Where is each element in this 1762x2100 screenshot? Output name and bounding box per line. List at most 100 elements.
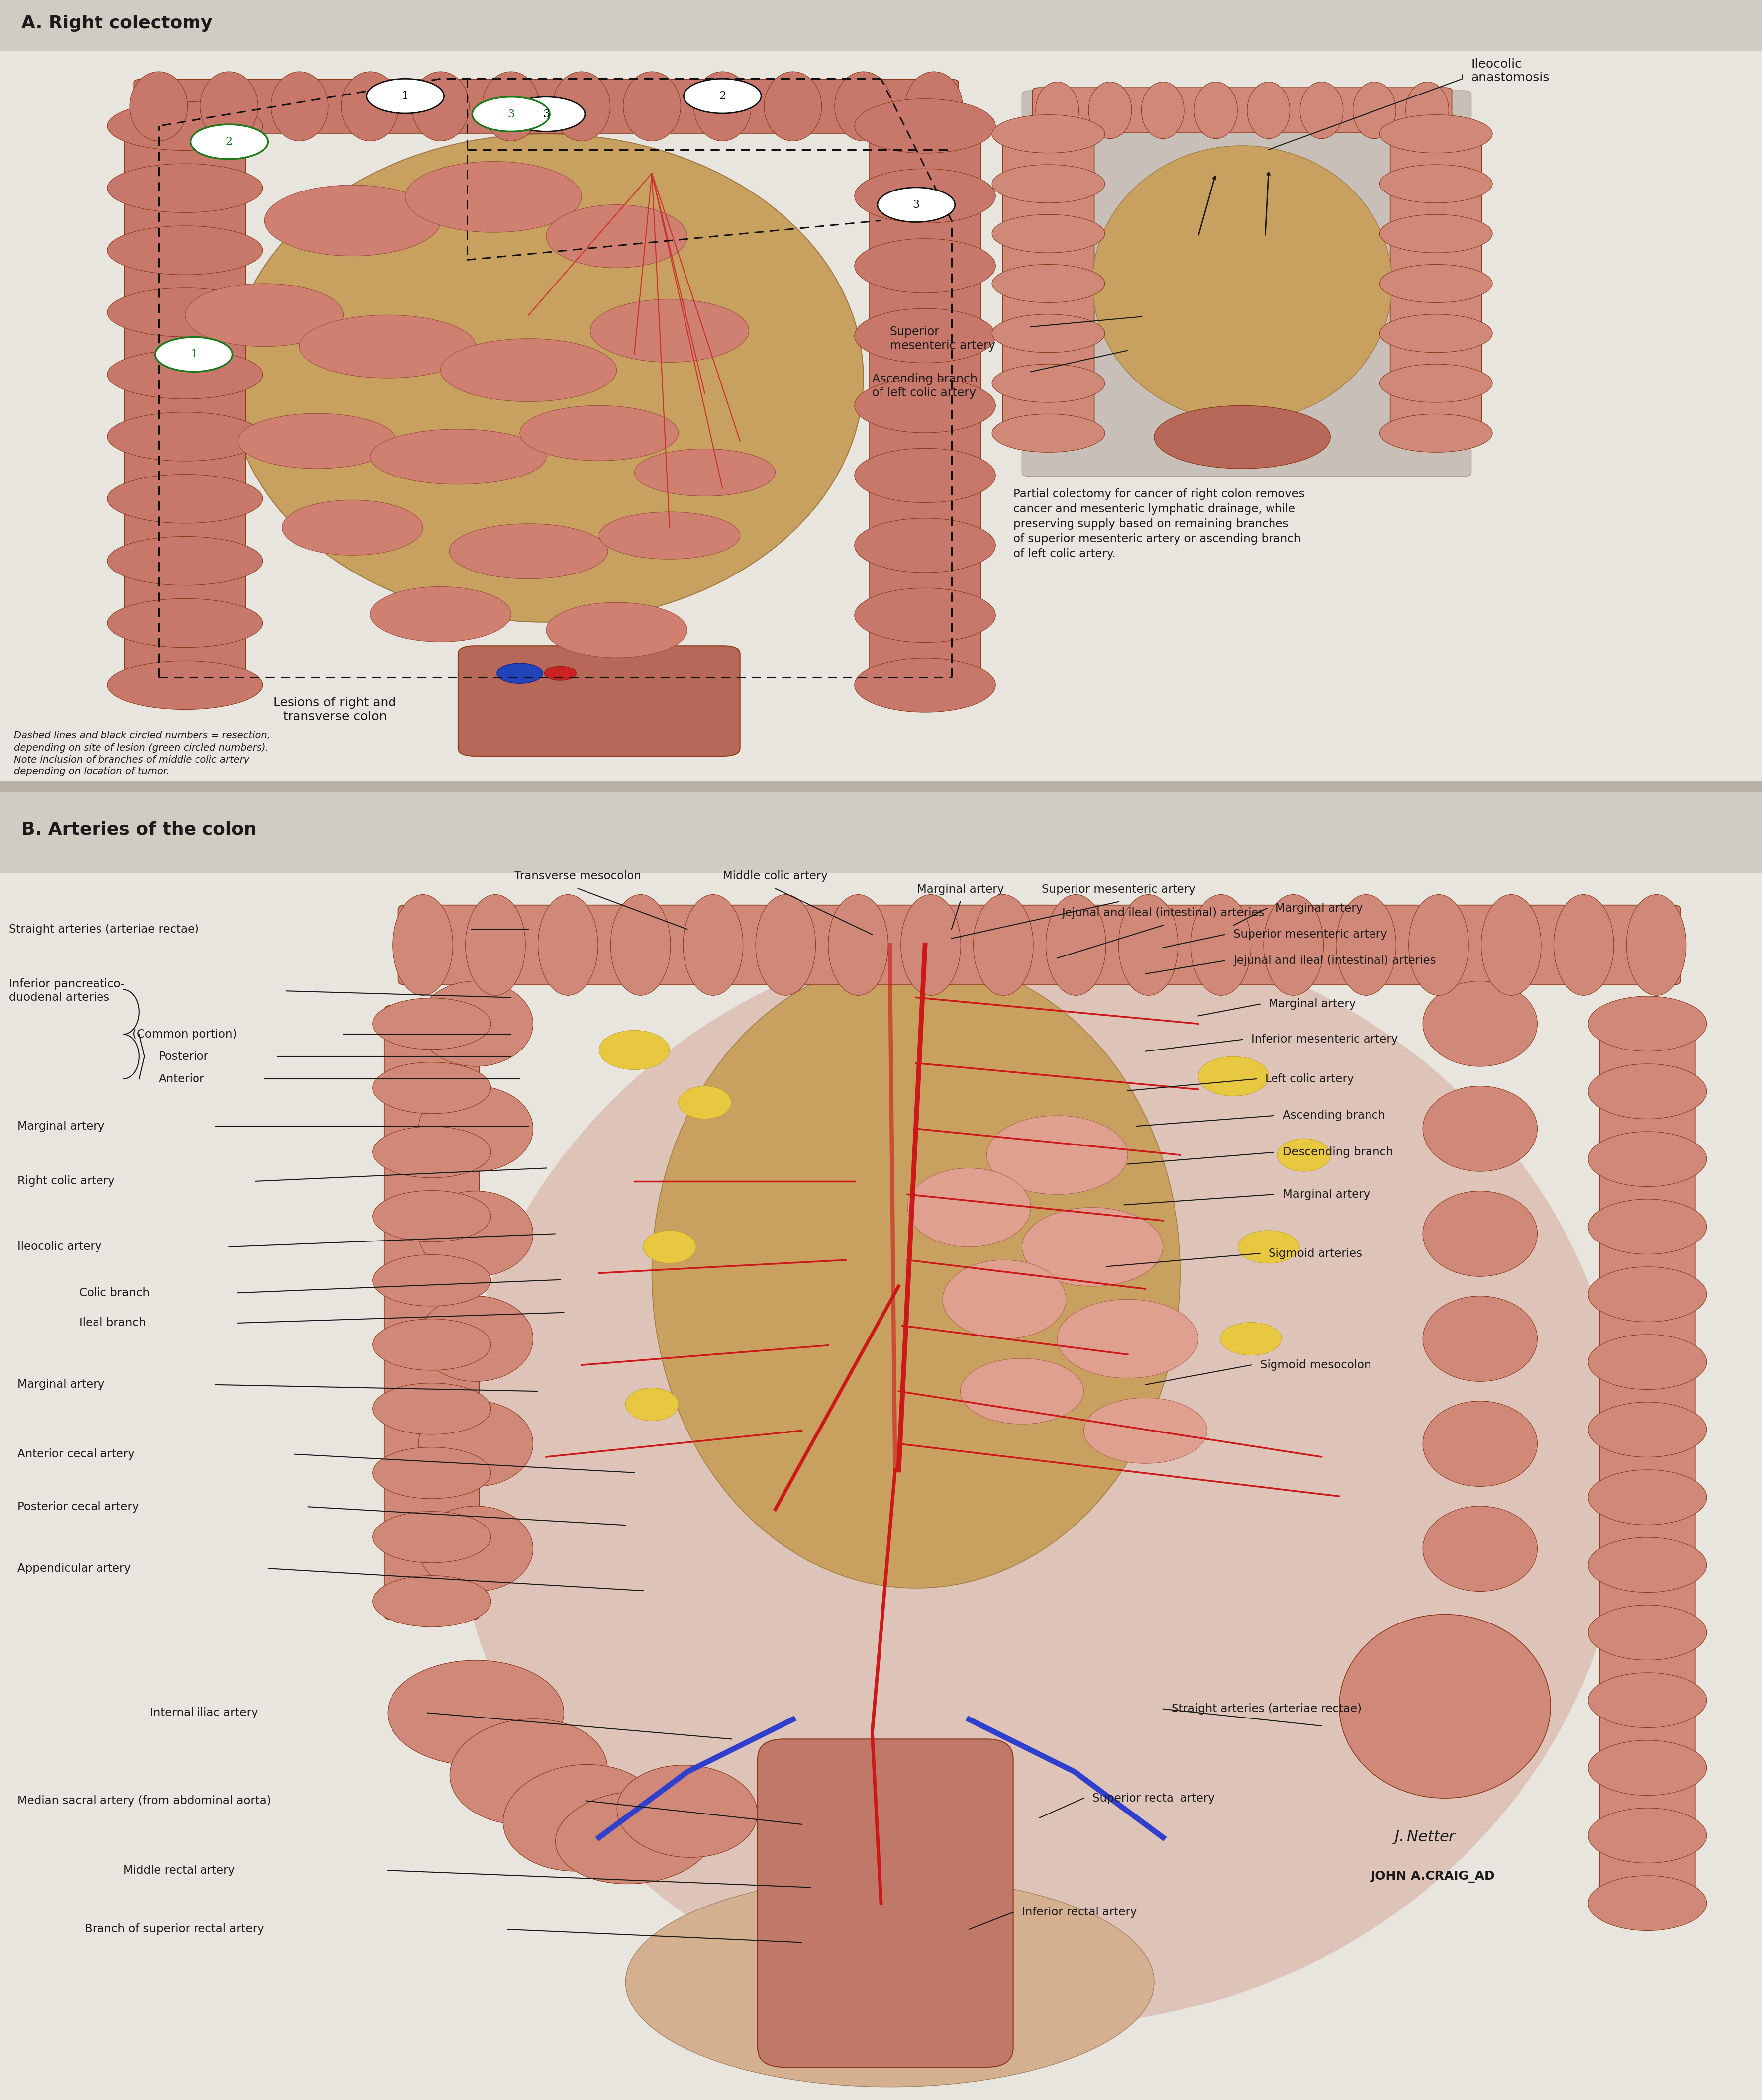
Ellipse shape (372, 1256, 492, 1306)
Text: Marginal artery: Marginal artery (18, 1380, 104, 1390)
Text: Ileocolic
anastomosis: Ileocolic anastomosis (1471, 59, 1549, 84)
Text: Partial colectomy for cancer of right colon removes
cancer and mesenteric lympha: Partial colectomy for cancer of right co… (1013, 487, 1304, 561)
Text: Ileal branch: Ileal branch (79, 1317, 146, 1329)
Text: 3: 3 (913, 200, 920, 210)
Ellipse shape (1247, 82, 1290, 139)
Ellipse shape (1380, 265, 1492, 302)
Ellipse shape (546, 206, 687, 269)
Ellipse shape (483, 71, 539, 141)
Ellipse shape (1154, 405, 1330, 468)
Ellipse shape (855, 239, 996, 292)
Ellipse shape (372, 1447, 492, 1499)
Ellipse shape (419, 1401, 532, 1487)
Ellipse shape (652, 958, 1181, 1588)
FancyBboxPatch shape (758, 1739, 1013, 2066)
Ellipse shape (393, 895, 453, 995)
Text: Left colic artery: Left colic artery (1265, 1073, 1353, 1084)
Ellipse shape (372, 1575, 492, 1628)
Text: Sigmoid mesocolon: Sigmoid mesocolon (1260, 1359, 1371, 1371)
Text: Transverse mesocolon: Transverse mesocolon (515, 871, 641, 882)
FancyBboxPatch shape (870, 116, 980, 695)
Ellipse shape (992, 164, 1105, 204)
Text: Sigmoid arteries: Sigmoid arteries (1269, 1247, 1362, 1260)
Text: Marginal artery: Marginal artery (1269, 997, 1355, 1010)
Ellipse shape (855, 309, 996, 363)
Ellipse shape (546, 603, 687, 657)
Ellipse shape (992, 116, 1105, 153)
Ellipse shape (907, 1168, 1031, 1247)
Text: JOHN A.CRAIG_AD: JOHN A.CRAIG_AD (1371, 1871, 1494, 1884)
Text: 2: 2 (719, 90, 726, 101)
Ellipse shape (1588, 1065, 1707, 1119)
Ellipse shape (229, 134, 863, 622)
Text: Inferior rectal artery: Inferior rectal artery (1022, 1907, 1136, 1917)
Ellipse shape (992, 265, 1105, 302)
Ellipse shape (419, 1506, 532, 1592)
Ellipse shape (107, 227, 263, 275)
Ellipse shape (900, 895, 960, 995)
FancyBboxPatch shape (125, 116, 245, 695)
Ellipse shape (1422, 1086, 1536, 1172)
Ellipse shape (1588, 995, 1707, 1052)
Circle shape (877, 187, 955, 223)
Ellipse shape (1380, 214, 1492, 252)
FancyBboxPatch shape (0, 0, 1762, 50)
Ellipse shape (855, 519, 996, 573)
Text: Internal iliac artery: Internal iliac artery (150, 1707, 257, 1718)
Text: 1: 1 (402, 90, 409, 101)
Ellipse shape (599, 1031, 670, 1069)
Ellipse shape (185, 284, 344, 346)
Ellipse shape (1588, 1537, 1707, 1592)
Ellipse shape (1336, 895, 1396, 995)
Ellipse shape (1588, 1334, 1707, 1390)
Ellipse shape (107, 412, 263, 462)
Ellipse shape (372, 1063, 492, 1113)
Ellipse shape (1406, 82, 1448, 139)
Ellipse shape (419, 981, 532, 1067)
Text: A. Right colectomy: A. Right colectomy (21, 15, 213, 32)
Ellipse shape (1191, 895, 1251, 995)
Ellipse shape (611, 895, 671, 995)
Ellipse shape (1408, 895, 1468, 995)
FancyBboxPatch shape (134, 80, 959, 132)
Text: 3: 3 (543, 109, 550, 120)
Ellipse shape (1092, 145, 1392, 422)
Ellipse shape (634, 449, 775, 496)
Ellipse shape (855, 168, 996, 223)
Ellipse shape (694, 71, 751, 141)
Ellipse shape (107, 662, 263, 710)
Ellipse shape (107, 475, 263, 523)
FancyBboxPatch shape (1003, 122, 1094, 445)
Ellipse shape (1380, 315, 1492, 353)
Ellipse shape (943, 1260, 1066, 1340)
Ellipse shape (201, 71, 257, 141)
Ellipse shape (855, 99, 996, 153)
Ellipse shape (342, 71, 398, 141)
Ellipse shape (130, 71, 187, 141)
Text: Inferior pancreatico-
duodenal arteries: Inferior pancreatico- duodenal arteries (9, 979, 125, 1004)
Ellipse shape (624, 71, 680, 141)
Text: Ascending branch
of left colic artery: Ascending branch of left colic artery (872, 374, 978, 399)
Text: Posterior: Posterior (159, 1050, 210, 1063)
Text: Appendicular artery: Appendicular artery (18, 1562, 130, 1575)
Ellipse shape (1422, 981, 1536, 1067)
Ellipse shape (1119, 895, 1179, 995)
Ellipse shape (992, 214, 1105, 252)
Ellipse shape (828, 895, 888, 995)
Ellipse shape (370, 586, 511, 643)
Ellipse shape (405, 162, 581, 233)
Ellipse shape (678, 1086, 731, 1119)
Ellipse shape (855, 447, 996, 502)
Text: Marginal artery: Marginal artery (1276, 903, 1362, 914)
Ellipse shape (1422, 1506, 1536, 1592)
Ellipse shape (238, 414, 396, 468)
Ellipse shape (453, 928, 1626, 2026)
Ellipse shape (1219, 1323, 1281, 1354)
FancyBboxPatch shape (458, 647, 740, 756)
Ellipse shape (855, 588, 996, 643)
Ellipse shape (107, 351, 263, 399)
Text: Straight arteries (arteriae rectae): Straight arteries (arteriae rectae) (9, 924, 199, 934)
Ellipse shape (1588, 1266, 1707, 1321)
Text: Middle colic artery: Middle colic artery (722, 871, 828, 882)
Ellipse shape (372, 1512, 492, 1562)
